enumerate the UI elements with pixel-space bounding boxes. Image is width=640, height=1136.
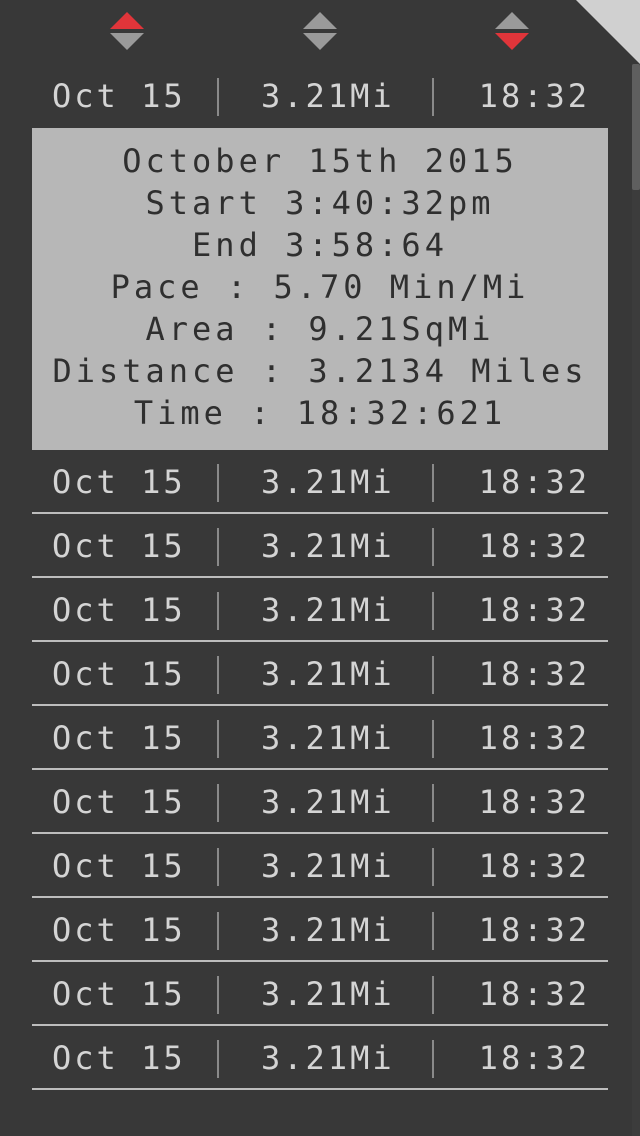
- run-row-expanded[interactable]: Oct 15 3.21Mi 18:32: [32, 64, 608, 128]
- run-time: 18:32: [478, 655, 590, 693]
- sort-ascending-icon[interactable]: [110, 12, 144, 29]
- sort-descending-icon[interactable]: [110, 33, 144, 50]
- run-distance: 3.21Mi: [261, 463, 395, 501]
- column-divider: [217, 848, 219, 886]
- run-row[interactable]: Oct 15 3.21Mi 18:32: [32, 450, 608, 514]
- detail-distance: Distance : 3.2134 Miles: [52, 352, 588, 390]
- run-distance: 3.21Mi: [261, 655, 395, 693]
- column-divider: [217, 592, 219, 630]
- run-distance: 3.21Mi: [261, 1039, 395, 1077]
- sort-distance-control[interactable]: [303, 12, 337, 52]
- run-date: Oct 15: [52, 527, 186, 565]
- run-row[interactable]: Oct 15 3.21Mi 18:32: [32, 898, 608, 962]
- column-divider: [217, 656, 219, 694]
- run-row[interactable]: Oct 15 3.21Mi 18:32: [32, 642, 608, 706]
- run-time: 18:32: [478, 783, 590, 821]
- column-divider: [432, 78, 434, 116]
- run-distance: 3.21Mi: [261, 77, 395, 115]
- run-time: 18:32: [478, 847, 590, 885]
- column-divider: [432, 1040, 434, 1078]
- run-date: Oct 15: [52, 655, 186, 693]
- column-divider: [432, 848, 434, 886]
- sort-date-control[interactable]: [110, 12, 144, 52]
- run-date: Oct 15: [52, 463, 186, 501]
- column-divider: [432, 784, 434, 822]
- column-divider: [217, 976, 219, 1014]
- column-divider: [217, 1040, 219, 1078]
- run-time: 18:32: [478, 719, 590, 757]
- sort-descending-icon[interactable]: [303, 33, 337, 50]
- run-time: 18:32: [478, 77, 590, 115]
- run-row[interactable]: Oct 15 3.21Mi 18:32: [32, 514, 608, 578]
- column-divider: [217, 78, 219, 116]
- run-row[interactable]: Oct 15 3.21Mi 18:32: [32, 962, 608, 1026]
- sort-ascending-icon[interactable]: [495, 12, 529, 29]
- run-date: Oct 15: [52, 783, 186, 821]
- column-divider: [432, 528, 434, 566]
- sort-time-control[interactable]: [495, 12, 529, 52]
- run-detail-panel[interactable]: October 15th 2015 Start 3:40:32pm End 3:…: [32, 128, 608, 450]
- run-row[interactable]: Oct 15 3.21Mi 18:32: [32, 706, 608, 770]
- column-divider: [432, 976, 434, 1014]
- column-divider: [432, 656, 434, 694]
- run-time: 18:32: [478, 463, 590, 501]
- scrollbar-thumb[interactable]: [632, 64, 640, 190]
- run-time: 18:32: [478, 911, 590, 949]
- detail-time: Time : 18:32:621: [133, 394, 507, 432]
- column-divider: [432, 464, 434, 502]
- column-divider: [217, 528, 219, 566]
- column-divider: [217, 784, 219, 822]
- run-row[interactable]: Oct 15 3.21Mi 18:32: [32, 578, 608, 642]
- run-time: 18:32: [478, 1039, 590, 1077]
- run-date: Oct 15: [52, 591, 186, 629]
- sort-ascending-icon[interactable]: [303, 12, 337, 29]
- run-date: Oct 15: [52, 911, 186, 949]
- run-distance: 3.21Mi: [261, 783, 395, 821]
- detail-end: End 3:58:64: [192, 226, 448, 264]
- detail-date: October 15th 2015: [122, 142, 518, 180]
- detail-start: Start 3:40:32pm: [145, 184, 495, 222]
- run-distance: 3.21Mi: [261, 591, 395, 629]
- column-divider: [217, 464, 219, 502]
- scrollbar[interactable]: [632, 64, 640, 1136]
- run-date: Oct 15: [52, 975, 186, 1013]
- run-distance: 3.21Mi: [261, 527, 395, 565]
- sort-descending-icon[interactable]: [495, 33, 529, 50]
- run-distance: 3.21Mi: [261, 975, 395, 1013]
- run-time: 18:32: [478, 591, 590, 629]
- run-distance: 3.21Mi: [261, 847, 395, 885]
- run-row[interactable]: Oct 15 3.21Mi 18:32: [32, 834, 608, 898]
- run-time: 18:32: [478, 527, 590, 565]
- column-divider: [432, 912, 434, 950]
- sort-bar: [0, 12, 640, 54]
- run-distance: 3.21Mi: [261, 719, 395, 757]
- detail-pace: Pace : 5.70 Min/Mi: [110, 268, 530, 306]
- run-row[interactable]: Oct 15 3.21Mi 18:32: [32, 770, 608, 834]
- run-date: Oct 15: [52, 719, 186, 757]
- detail-area: Area : 9.21SqMi: [145, 310, 495, 348]
- column-divider: [432, 720, 434, 758]
- column-divider: [432, 592, 434, 630]
- column-divider: [217, 720, 219, 758]
- run-date: Oct 15: [52, 1039, 186, 1077]
- corner-fold[interactable]: [576, 0, 640, 64]
- run-date: Oct 15: [52, 847, 186, 885]
- run-row[interactable]: Oct 15 3.21Mi 18:32: [32, 1026, 608, 1090]
- run-time: 18:32: [478, 975, 590, 1013]
- run-distance: 3.21Mi: [261, 911, 395, 949]
- run-date: Oct 15: [52, 77, 186, 115]
- column-divider: [217, 912, 219, 950]
